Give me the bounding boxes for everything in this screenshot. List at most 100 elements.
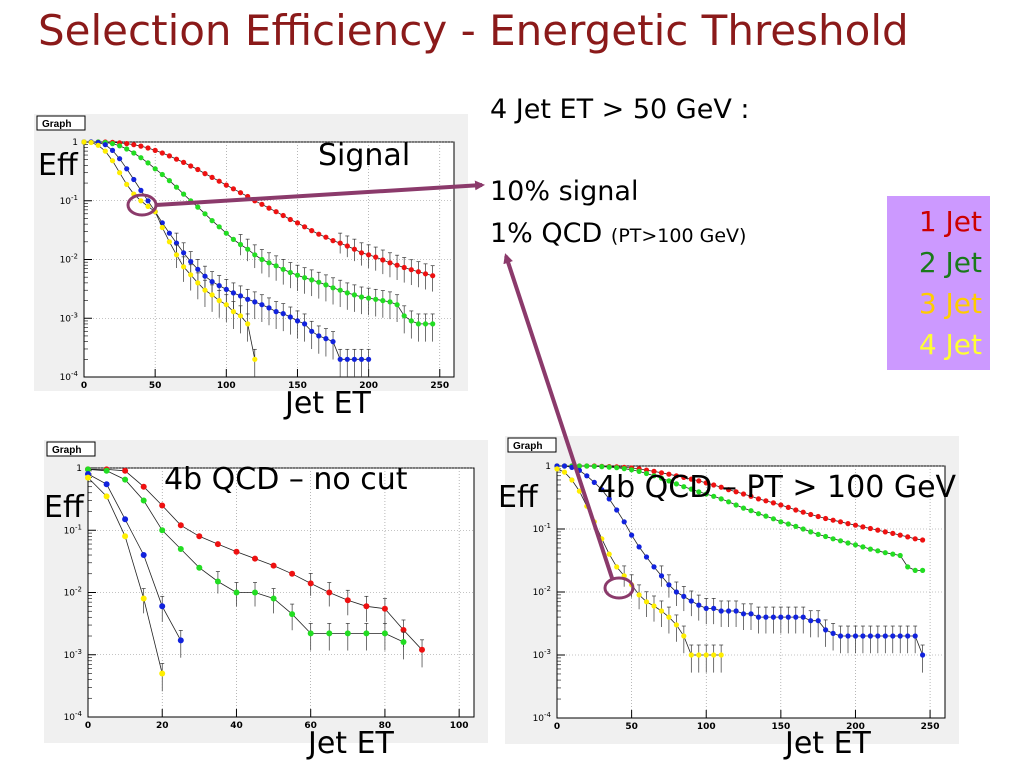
data-point — [259, 256, 265, 263]
y-tick-label: 10-1 — [60, 194, 78, 207]
y-tick-label: 10-3 — [64, 648, 82, 661]
data-point — [230, 236, 236, 242]
data-point — [252, 299, 258, 305]
data-point — [181, 264, 187, 270]
data-point — [294, 220, 301, 226]
data-point — [703, 605, 709, 611]
data-point — [755, 496, 762, 502]
data-point — [897, 633, 903, 639]
data-point — [122, 476, 129, 483]
data-point — [259, 302, 265, 308]
data-point — [323, 336, 329, 342]
data-point — [755, 511, 762, 517]
data-point — [621, 573, 627, 579]
y-tick-label: 10-2 — [64, 586, 82, 599]
slide-title: Selection Efficiency - Energetic Thresho… — [38, 6, 909, 55]
x-tick-label: 0 — [81, 381, 87, 391]
data-point — [337, 240, 343, 246]
data-point — [606, 551, 612, 557]
data-point — [202, 287, 208, 293]
chart-qcd-nocut: Graph 1 10-1 10-2 10-3 10-40 20 40 60 80 100 — [44, 440, 488, 743]
data-point — [302, 224, 308, 230]
data-point — [718, 496, 724, 502]
data-point — [131, 150, 137, 156]
data-point — [323, 234, 329, 240]
data-point — [920, 567, 926, 573]
x-tick-label: 100 — [697, 722, 716, 732]
data-point — [860, 633, 866, 639]
x-tick-label: 200 — [846, 722, 865, 732]
data-point — [599, 536, 605, 542]
data-point — [576, 488, 582, 494]
data-point — [131, 191, 137, 197]
data-point — [614, 564, 620, 570]
data-point — [673, 589, 679, 595]
signal-efficiency: 10% signal — [490, 176, 639, 207]
y-tick-label: 10-1 — [64, 523, 82, 536]
data-point — [223, 182, 229, 188]
data-point — [576, 467, 582, 473]
data-point — [673, 473, 679, 479]
data-point — [733, 608, 739, 614]
data-point — [177, 637, 184, 644]
x-tick-label: 60 — [304, 721, 317, 731]
data-point — [326, 630, 333, 637]
data-point — [696, 489, 702, 495]
legend-item-1-jet: 1 Jet — [918, 205, 982, 238]
data-point — [344, 597, 351, 604]
data-point — [181, 159, 187, 165]
data-point — [209, 279, 215, 285]
data-point — [726, 499, 732, 505]
data-point — [808, 529, 814, 535]
data-point — [867, 546, 873, 552]
data-point — [138, 198, 144, 204]
cut-description: 4 Jet ET > 50 GeV : — [490, 94, 750, 125]
data-point — [651, 603, 657, 609]
data-point — [188, 259, 194, 265]
data-point — [124, 166, 130, 172]
data-point — [793, 523, 799, 529]
y-tick-label: 10-2 — [60, 253, 78, 266]
data-point — [351, 356, 357, 362]
data-point — [140, 595, 147, 602]
data-point — [124, 181, 130, 187]
data-point — [643, 554, 650, 560]
data-point — [351, 292, 357, 298]
data-point — [209, 174, 215, 180]
legend-item-2-jet: 2 Jet — [918, 246, 982, 279]
data-point — [867, 525, 873, 532]
data-point — [223, 230, 229, 236]
data-point — [316, 231, 322, 237]
data-point — [373, 254, 379, 260]
data-point — [252, 198, 258, 204]
data-point — [124, 141, 130, 147]
data-point — [629, 582, 635, 588]
data-point — [733, 489, 739, 495]
qcd-efficiency-value: 1% QCD — [490, 218, 603, 249]
data-point — [673, 622, 679, 628]
legend-item-3-jet: 3 Jet — [918, 287, 982, 320]
data-point — [152, 166, 158, 172]
data-point — [748, 508, 754, 514]
graph-tab-label: Graph — [513, 441, 542, 452]
data-point — [696, 478, 702, 484]
data-point — [711, 605, 717, 611]
data-point — [875, 548, 881, 554]
data-point — [166, 178, 172, 184]
data-point — [323, 282, 329, 288]
x-tick-label: 0 — [554, 722, 560, 732]
y-tick-label: 1 — [72, 138, 78, 148]
data-point — [273, 209, 279, 215]
data-point — [166, 230, 172, 236]
data-point — [294, 272, 301, 278]
data-point — [266, 305, 272, 311]
data-point — [658, 608, 665, 614]
data-point — [748, 611, 754, 617]
data-point — [230, 309, 236, 315]
data-point — [785, 521, 791, 527]
x-tick-label: 0 — [85, 721, 91, 731]
data-point — [237, 190, 244, 196]
data-point — [387, 299, 393, 305]
data-point — [387, 260, 393, 266]
data-point — [770, 516, 776, 522]
